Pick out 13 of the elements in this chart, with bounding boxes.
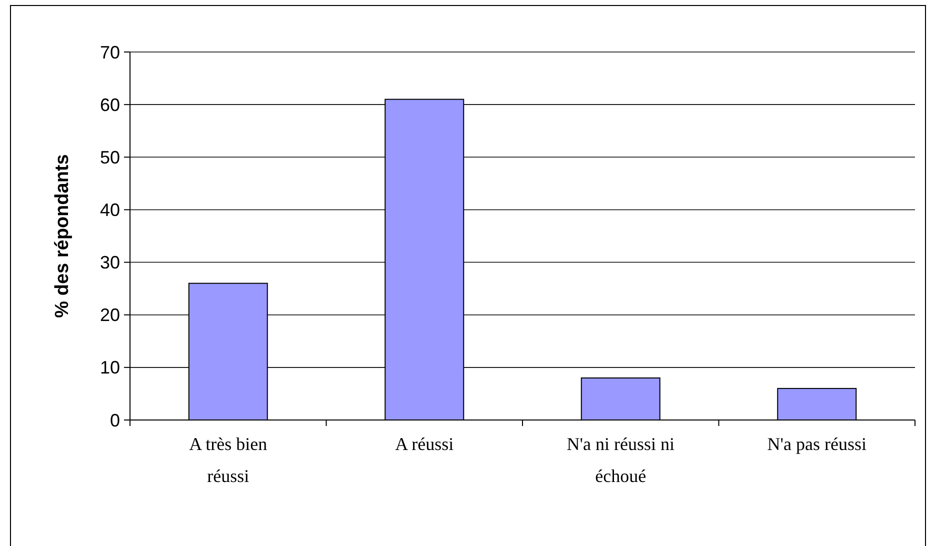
y-tick-label: 0 — [110, 410, 120, 430]
y-tick-label: 50 — [100, 147, 120, 168]
y-axis-title: % des répondants — [52, 154, 73, 318]
y-tick-label: 20 — [100, 305, 120, 326]
y-tick-label: 30 — [100, 252, 120, 273]
y-tick-label: 40 — [100, 200, 120, 220]
x-tick-label: N'a pas réussi — [767, 434, 866, 454]
x-tick-label: A réussi — [395, 434, 454, 454]
y-tick-label: 70 — [100, 42, 120, 62]
y-tick-label: 60 — [100, 94, 120, 115]
x-tick-label: A très bien réussi — [189, 434, 268, 486]
y-tick-label: 10 — [100, 358, 120, 378]
x-tick-label: N'a ni réussi ni échoué — [566, 434, 674, 486]
